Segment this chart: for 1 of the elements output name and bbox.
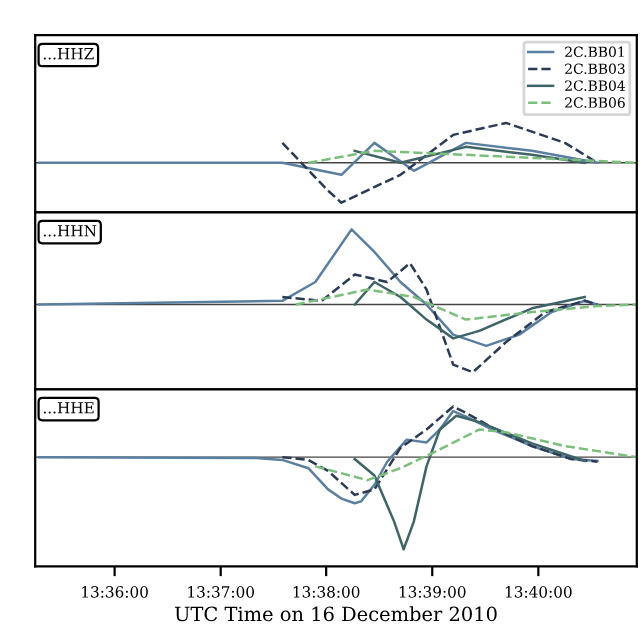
x-axis-title: UTC Time on 16 December 2010 bbox=[174, 606, 497, 622]
